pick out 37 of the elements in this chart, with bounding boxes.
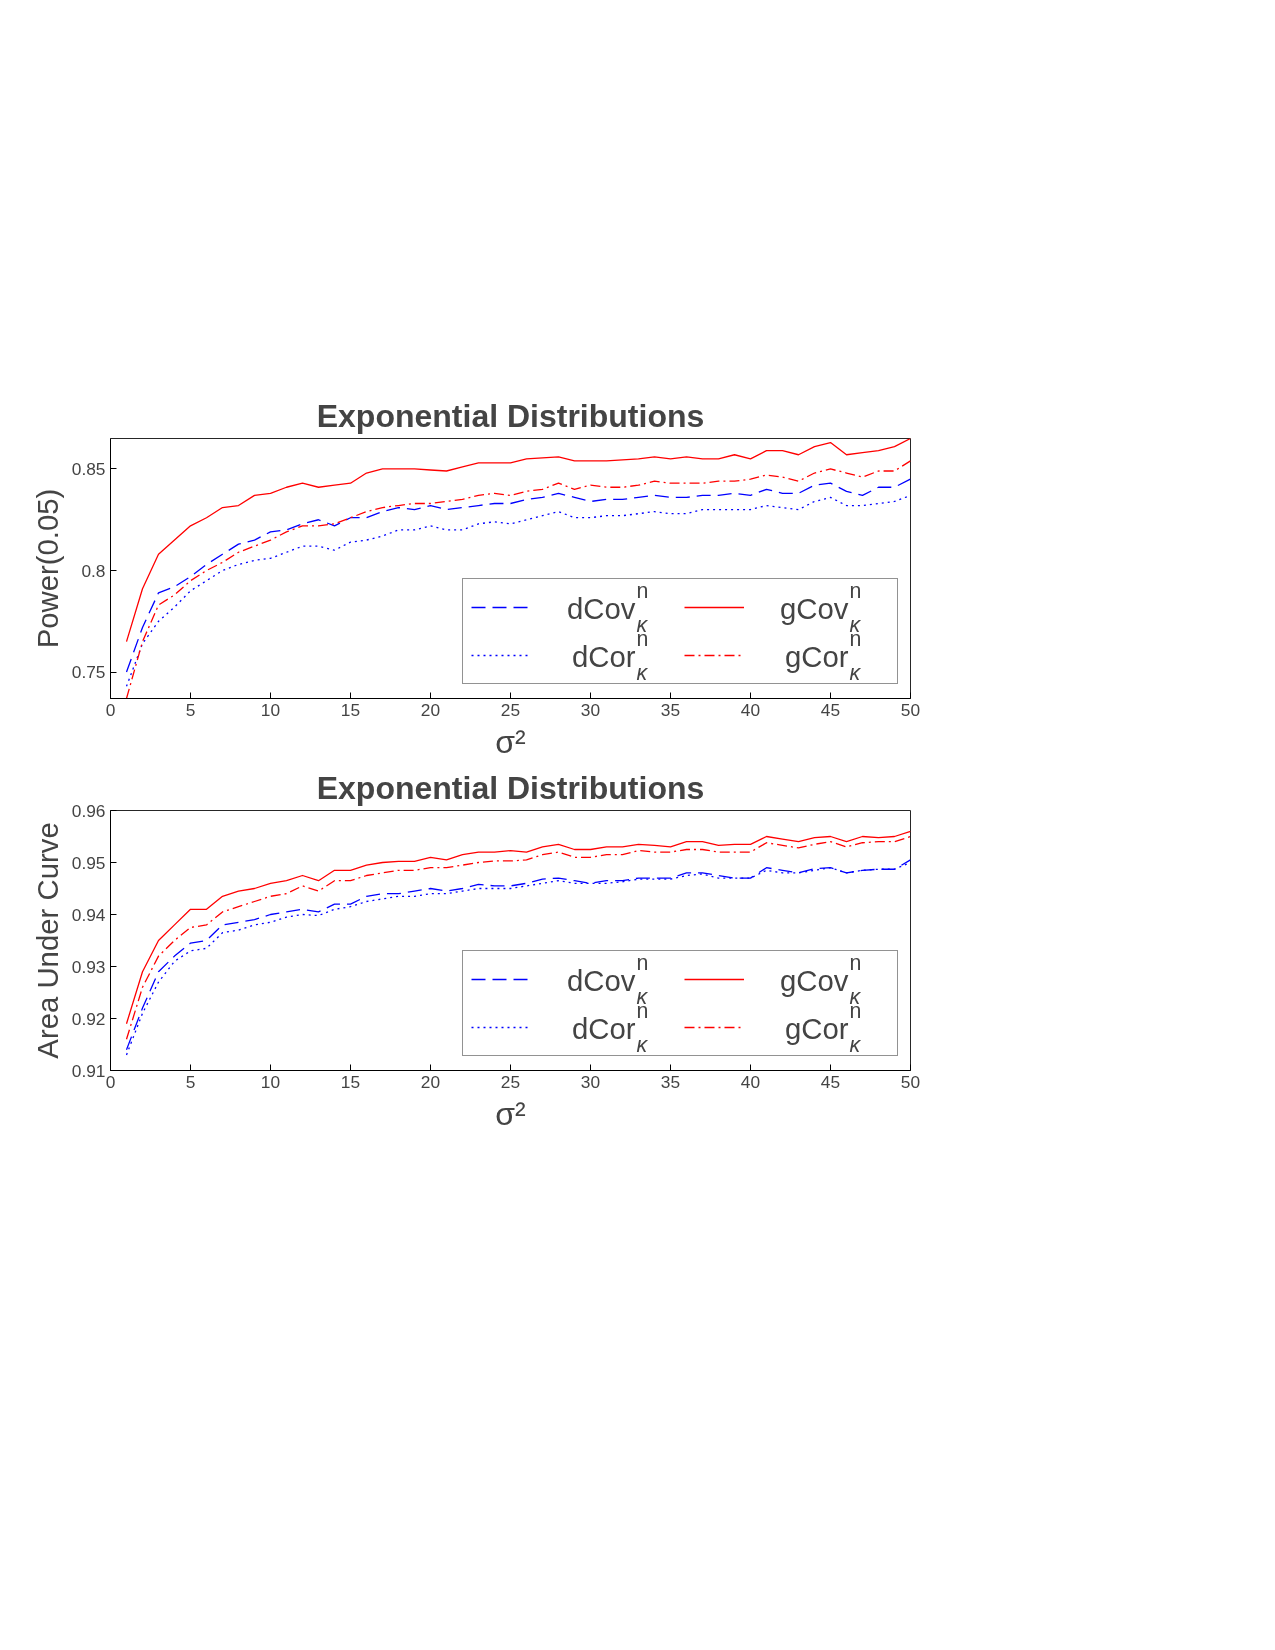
x-tick-label: 30 bbox=[580, 1071, 601, 1092]
y-tick-label: 0.95 bbox=[71, 852, 106, 873]
x-axis-title: σ² bbox=[495, 1095, 527, 1132]
y-tick-label: 0.93 bbox=[71, 956, 106, 977]
chart-title: Exponential Distributions bbox=[316, 397, 705, 434]
x-tick-label: 20 bbox=[420, 699, 441, 720]
y-axis-title: Area Under Curve bbox=[30, 822, 64, 1059]
y-tick-label: 0.8 bbox=[81, 560, 106, 581]
x-tick-label: 50 bbox=[900, 699, 921, 720]
x-tick-label: 40 bbox=[740, 1071, 761, 1092]
x-tick-label: 15 bbox=[340, 699, 361, 720]
y-tick-label: 0.92 bbox=[71, 1008, 106, 1029]
x-tick-label: 25 bbox=[500, 1071, 521, 1092]
y-tick-label: 0.94 bbox=[71, 904, 106, 925]
y-tick-label: 0.96 bbox=[71, 800, 106, 821]
x-tick-label: 5 bbox=[185, 1071, 196, 1092]
x-tick-label: 45 bbox=[820, 699, 841, 720]
y-axis-title: Power(0.05) bbox=[30, 488, 64, 649]
y-tick-label: 0.91 bbox=[71, 1060, 106, 1081]
y-tick-label: 0.85 bbox=[71, 458, 106, 479]
x-tick-label: 40 bbox=[740, 699, 761, 720]
x-tick-label: 25 bbox=[500, 699, 521, 720]
x-tick-label: 10 bbox=[260, 699, 281, 720]
x-tick-label: 30 bbox=[580, 699, 601, 720]
x-tick-label: 15 bbox=[340, 1071, 361, 1092]
x-tick-label: 45 bbox=[820, 1071, 841, 1092]
x-tick-label: 0 bbox=[105, 1071, 116, 1092]
x-tick-label: 5 bbox=[185, 699, 196, 720]
y-tick-label: 0.75 bbox=[71, 662, 106, 683]
x-tick-label: 0 bbox=[105, 699, 116, 720]
x-axis-title: σ² bbox=[495, 723, 527, 760]
x-tick-label: 50 bbox=[900, 1071, 921, 1092]
x-tick-label: 35 bbox=[660, 1071, 681, 1092]
x-tick-label: 20 bbox=[420, 1071, 441, 1092]
x-tick-label: 10 bbox=[260, 1071, 281, 1092]
x-tick-label: 35 bbox=[660, 699, 681, 720]
chart-title: Exponential Distributions bbox=[316, 769, 705, 806]
